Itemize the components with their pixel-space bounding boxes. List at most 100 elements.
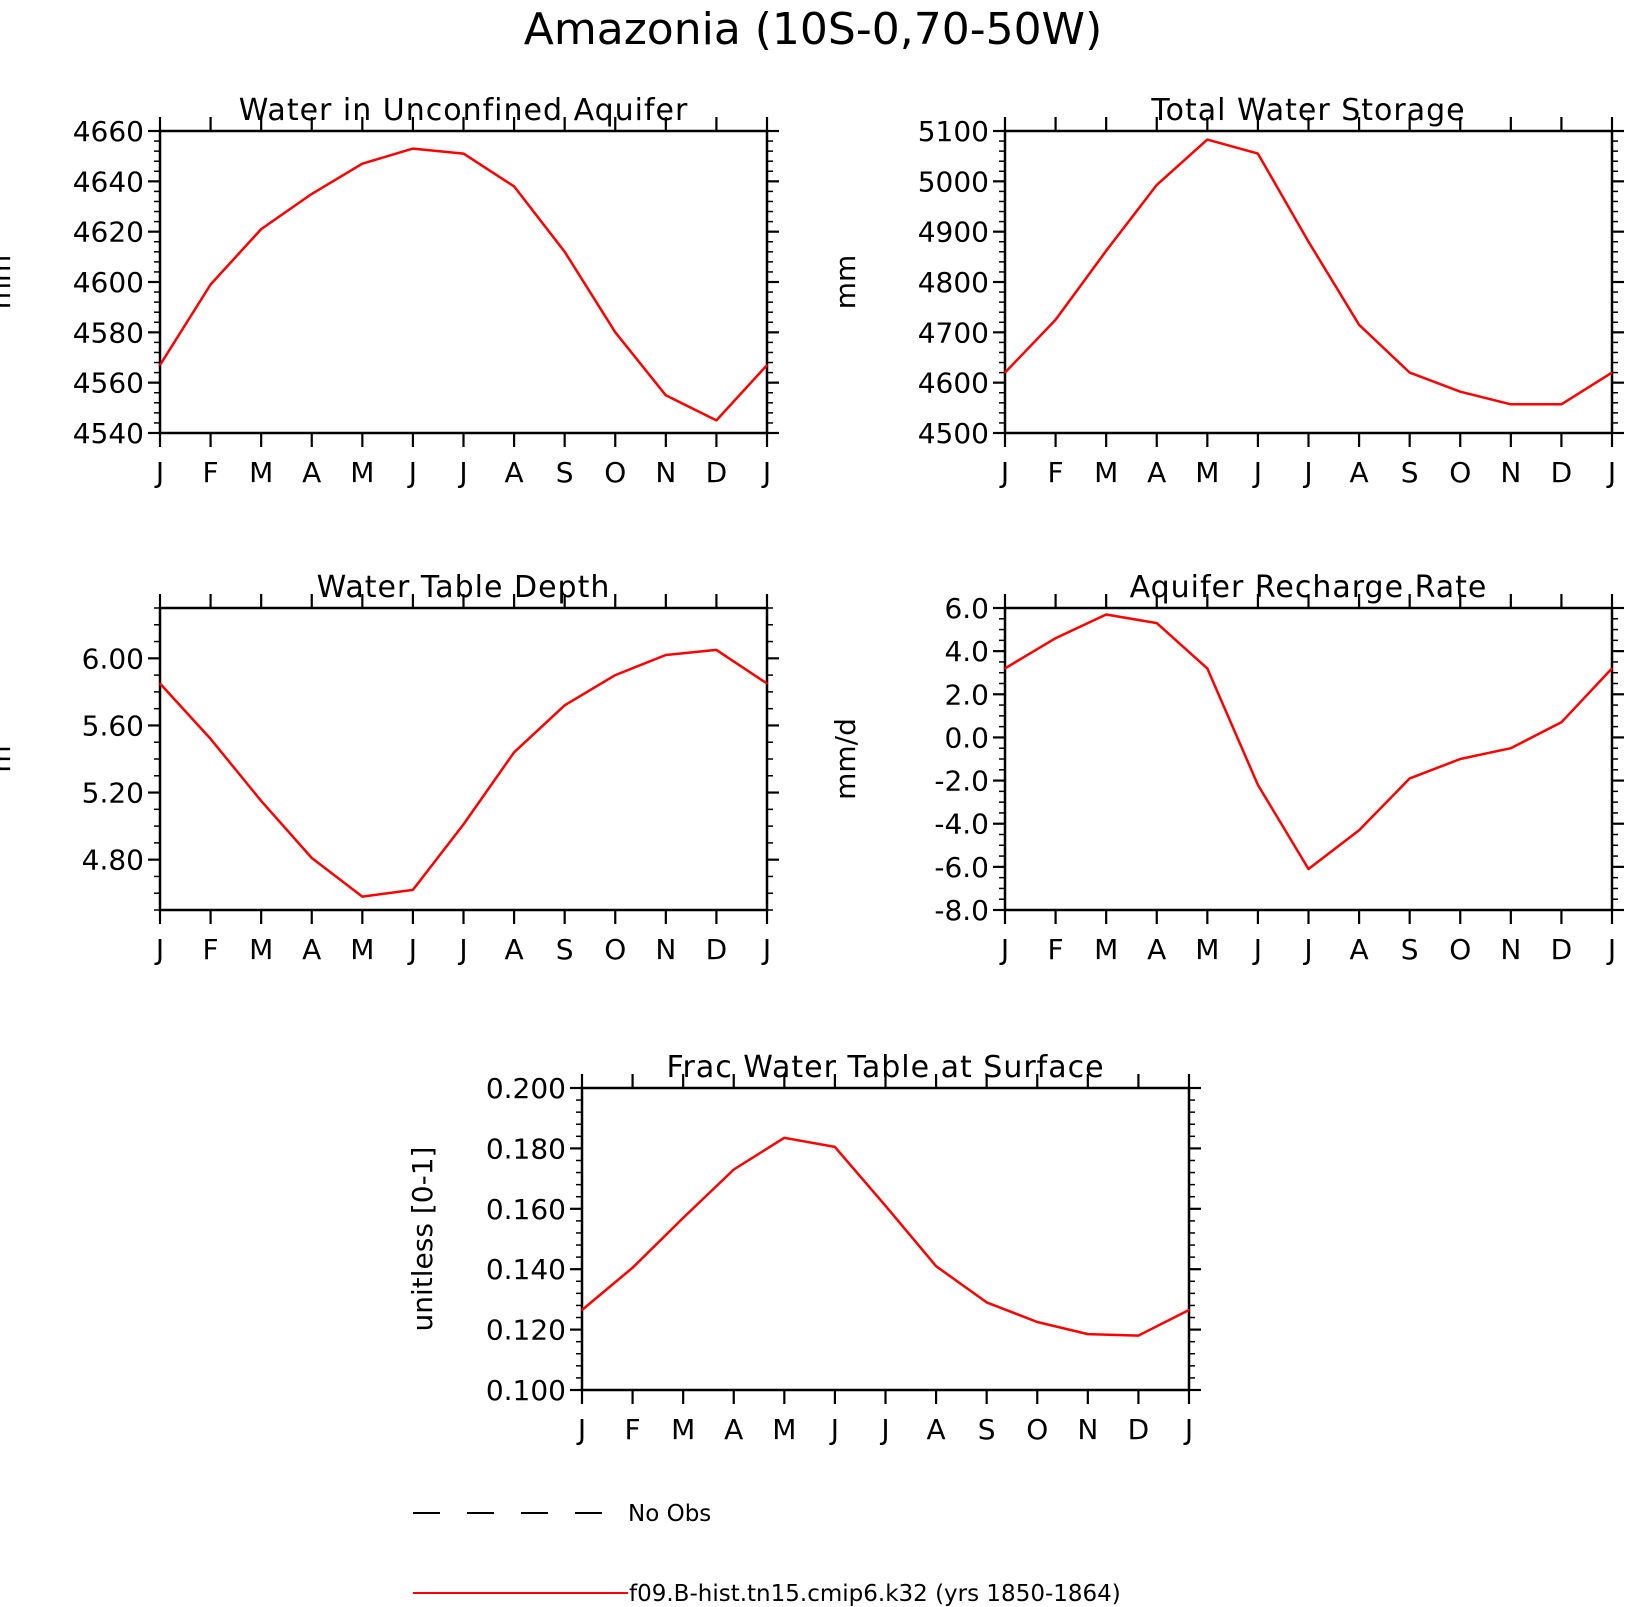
data-point bbox=[513, 751, 515, 754]
data-point bbox=[260, 228, 262, 230]
data-point bbox=[1408, 777, 1411, 780]
figure-title: Amazonia (10S-0,70-50W) bbox=[524, 4, 1102, 55]
x-tick-label: J bbox=[407, 456, 417, 489]
x-tick-label: A bbox=[724, 1413, 743, 1446]
panel-aquifer-recharge-rate: Aquifer Recharge Ratemm/d-8.0-6.0-4.0-2.… bbox=[829, 570, 1624, 966]
y-tick-label: 6.00 bbox=[82, 642, 144, 675]
data-point bbox=[310, 193, 313, 195]
data-point bbox=[834, 1146, 836, 1148]
x-tick-label: S bbox=[978, 1413, 996, 1446]
data-point bbox=[563, 251, 566, 253]
x-tick-label: M bbox=[1094, 456, 1118, 489]
data-point bbox=[1105, 613, 1107, 616]
data-point bbox=[1036, 1321, 1039, 1323]
data-point bbox=[1087, 1333, 1089, 1335]
x-tick-label: J bbox=[879, 1413, 889, 1446]
series-line bbox=[581, 1136, 1190, 1337]
data-point bbox=[1004, 667, 1006, 670]
x-tick-label: F bbox=[1048, 456, 1064, 489]
data-point bbox=[1560, 403, 1563, 406]
data-point bbox=[209, 283, 212, 286]
data-point bbox=[1510, 403, 1512, 406]
y-axis-label: mm/d bbox=[829, 718, 862, 800]
x-tick-label: N bbox=[655, 456, 676, 489]
data-point bbox=[412, 889, 414, 891]
x-tick-label: D bbox=[1551, 456, 1573, 489]
y-tick-label: 0.0 bbox=[944, 721, 989, 754]
y-tick-label: 0.120 bbox=[486, 1314, 566, 1347]
data-point bbox=[159, 682, 161, 685]
x-tick-label: A bbox=[302, 456, 321, 489]
y-tick-label: 0.140 bbox=[486, 1253, 566, 1286]
y-tick-label: 0.180 bbox=[486, 1132, 566, 1165]
x-tick-label: M bbox=[1195, 933, 1219, 966]
y-tick-label: 0.100 bbox=[486, 1374, 566, 1407]
y-tick-label: 4660 bbox=[73, 115, 144, 148]
plot-frame bbox=[158, 129, 769, 435]
x-tick-label: J bbox=[457, 456, 467, 489]
x-tick-label: A bbox=[1350, 456, 1369, 489]
data-point bbox=[665, 654, 667, 656]
y-tick-label: 4800 bbox=[918, 266, 989, 299]
x-tick-label: J bbox=[761, 456, 771, 489]
y-tick-label: 4.80 bbox=[82, 844, 144, 877]
y-tick-label: -4.0 bbox=[934, 808, 989, 841]
plot-frame bbox=[1003, 129, 1614, 435]
data-point bbox=[1257, 784, 1259, 786]
x-tick-label: J bbox=[1606, 456, 1616, 489]
x-tick-label: J bbox=[1606, 933, 1616, 966]
x-tick-label: A bbox=[927, 1413, 946, 1446]
data-point bbox=[260, 800, 262, 802]
data-point bbox=[715, 649, 718, 651]
series-line bbox=[159, 648, 768, 898]
x-tick-label: N bbox=[1077, 1413, 1098, 1446]
data-point bbox=[1459, 758, 1462, 760]
y-tick-label: 0.200 bbox=[486, 1072, 566, 1105]
x-tick-label: J bbox=[154, 456, 164, 489]
data-point bbox=[614, 674, 617, 676]
data-point bbox=[1257, 152, 1259, 155]
x-tick-label: O bbox=[604, 933, 626, 966]
y-tick-label: 4.0 bbox=[944, 635, 989, 668]
y-tick-label: 5000 bbox=[918, 165, 989, 198]
data-point bbox=[682, 1217, 684, 1219]
x-tick-label: M bbox=[350, 933, 374, 966]
x-tick-label: D bbox=[706, 456, 728, 489]
x-tick-label: M bbox=[671, 1413, 695, 1446]
data-point bbox=[1137, 1334, 1140, 1337]
y-tick-label: 4580 bbox=[73, 316, 144, 349]
x-tick-label: O bbox=[604, 456, 626, 489]
y-axis-label: unitless [0-1] bbox=[406, 1147, 439, 1332]
data-point bbox=[462, 152, 465, 155]
plot-frame bbox=[158, 606, 769, 912]
data-point bbox=[1358, 829, 1360, 831]
x-tick-label: O bbox=[1026, 1413, 1048, 1446]
x-tick-label: N bbox=[655, 933, 676, 966]
x-tick-label: O bbox=[1449, 933, 1471, 966]
x-tick-label: A bbox=[1350, 933, 1369, 966]
data-point bbox=[1054, 318, 1057, 321]
x-tick-label: J bbox=[1252, 933, 1262, 966]
data-point bbox=[884, 1204, 887, 1207]
x-tick-label: M bbox=[1195, 456, 1219, 489]
data-point bbox=[1408, 371, 1411, 374]
y-tick-label: -2.0 bbox=[934, 765, 989, 798]
y-tick-label: 4600 bbox=[918, 367, 989, 400]
data-point bbox=[766, 364, 768, 366]
y-tick-label: 4640 bbox=[73, 165, 144, 198]
x-tick-label: N bbox=[1500, 456, 1521, 489]
x-tick-label: A bbox=[1147, 456, 1166, 489]
x-tick-label: J bbox=[1302, 933, 1312, 966]
data-point bbox=[412, 147, 414, 150]
data-point bbox=[1307, 868, 1310, 870]
data-point bbox=[1155, 184, 1158, 186]
data-point bbox=[1459, 390, 1462, 393]
data-point bbox=[310, 857, 313, 859]
y-tick-label: 4620 bbox=[73, 216, 144, 249]
series-line bbox=[1004, 138, 1613, 406]
data-point bbox=[1611, 667, 1613, 670]
y-tick-label: 6.0 bbox=[944, 592, 989, 625]
data-point bbox=[631, 1266, 634, 1269]
